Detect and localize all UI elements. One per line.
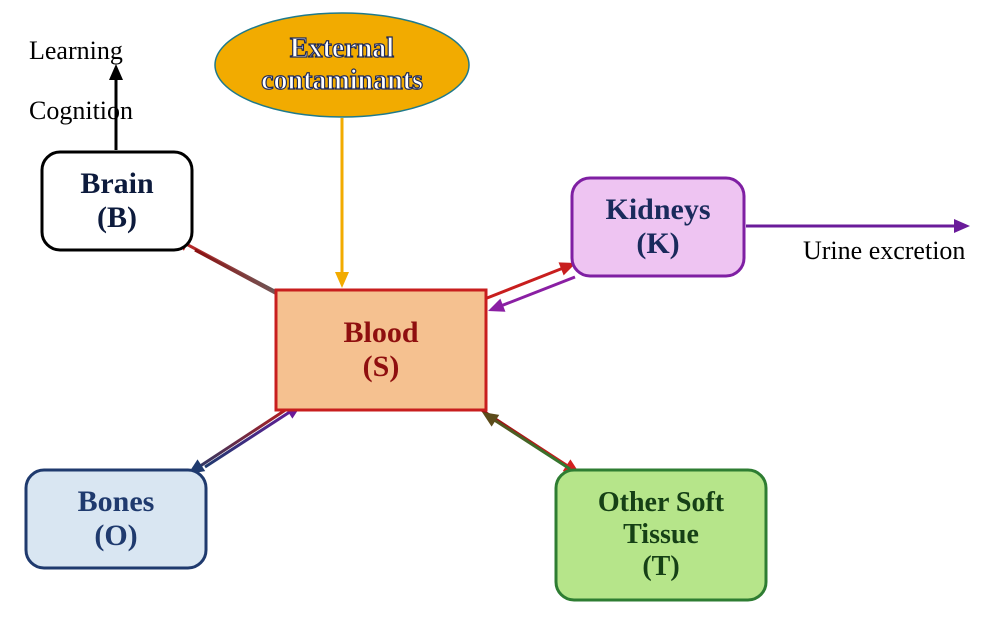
node-tissue-line2: Tissue (623, 519, 699, 550)
node-kidneys: Kidneys (K) (572, 178, 744, 276)
node-bones-line2: (O) (94, 519, 137, 552)
label-learning-line2: Cognition (29, 96, 133, 125)
node-tissue-line1: Other Soft (598, 487, 724, 518)
node-brain: Brain (B) (42, 152, 192, 250)
node-blood: Blood (S) (276, 290, 486, 410)
label-learning-line1: Learning (29, 36, 123, 65)
node-bones-line1: Bones (78, 485, 155, 518)
label-learning-cognition: Learning Cognition (16, 6, 133, 126)
node-brain-line2: (B) (97, 201, 137, 234)
node-external-contaminants: External contaminants (215, 13, 469, 117)
node-external-line2: contaminants (261, 65, 423, 96)
node-brain-line1: Brain (80, 167, 153, 200)
node-other-soft-tissue: Other Soft Tissue (T) (556, 470, 766, 600)
node-external-line1: External (290, 33, 394, 64)
node-blood-line2: (S) (363, 350, 400, 383)
node-kidneys-line1: Kidneys (605, 193, 710, 226)
label-urine-line1: Urine excretion (803, 236, 965, 265)
node-tissue-line3: (T) (642, 551, 679, 582)
node-kidneys-line2: (K) (636, 227, 679, 260)
label-urine-excretion: Urine excretion (790, 206, 965, 266)
node-bones: Bones (O) (26, 470, 206, 568)
node-blood-line1: Blood (343, 316, 418, 349)
